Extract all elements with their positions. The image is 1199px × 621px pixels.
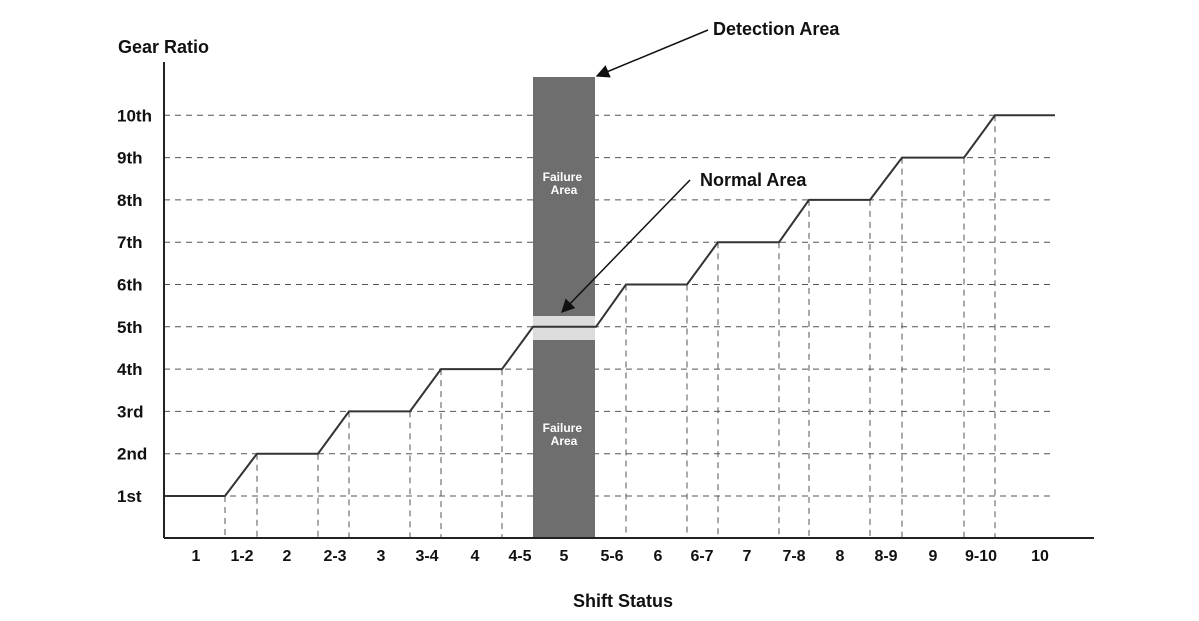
- y-tick-label: 4th: [117, 360, 143, 379]
- y-tick-label: 5th: [117, 318, 143, 337]
- normal-area-arrow: [561, 179, 691, 313]
- x-tick-label: 7-8: [782, 548, 805, 565]
- x-tick-label: 1-2: [230, 548, 253, 565]
- x-tick-label: 7: [743, 548, 752, 565]
- normal-area-label: Normal Area: [700, 170, 807, 190]
- x-tick-label: 4: [471, 548, 480, 565]
- x-tick-labels: 1 1-2 2 2-3 3 3-4 4 4-5 5 5-6 6 6-7 7 7-8 8 8-9 9 9-10 10: [192, 548, 1049, 565]
- detection-area-band: [533, 77, 595, 538]
- detection-area-arrow: [595, 29, 709, 78]
- y-tick-labels: 1st 2nd 3rd 4th 5th 6th 7th 8th 9th 10th: [117, 106, 152, 506]
- x-tick-label: 2: [283, 548, 292, 565]
- failure-area-upper-label: Failure Area: [543, 170, 586, 197]
- x-tick-label: 3: [377, 548, 386, 565]
- x-tick-label: 5: [560, 548, 569, 565]
- x-tick-label: 10: [1031, 548, 1049, 565]
- normal-area-band: [533, 316, 595, 340]
- x-tick-label: 8: [836, 548, 845, 565]
- x-tick-label: 9: [929, 548, 938, 565]
- failure-area-upper-line2: Area: [551, 183, 578, 197]
- y-tick-label: 10th: [117, 106, 152, 125]
- failure-area-upper-line1: Failure: [543, 170, 583, 184]
- y-axis-title: Gear Ratio: [118, 37, 209, 57]
- failure-area-lower-line2: Area: [551, 434, 578, 448]
- gear-ratio-line: [164, 114, 1055, 497]
- x-tick-label: 9-10: [965, 548, 997, 565]
- x-tick-label: 4-5: [508, 548, 531, 565]
- x-tick-label: 2-3: [323, 548, 346, 565]
- horizontal-gridlines: [164, 114, 1055, 497]
- x-tick-label: 6: [654, 548, 663, 565]
- y-tick-label: 3rd: [117, 402, 143, 421]
- x-tick-label: 3-4: [415, 548, 438, 565]
- failure-area-lower-line1: Failure: [543, 421, 583, 435]
- failure-area-lower-label: Failure Area: [543, 421, 586, 448]
- x-axis-title: Shift Status: [573, 591, 673, 611]
- y-tick-label: 7th: [117, 233, 143, 252]
- vertical-gridlines: [224, 115, 996, 538]
- y-tick-label: 8th: [117, 191, 143, 210]
- x-tick-label: 6-7: [690, 548, 713, 565]
- y-tick-label: 1st: [117, 487, 142, 506]
- x-tick-label: 1: [192, 548, 201, 565]
- y-tick-label: 9th: [117, 149, 143, 168]
- x-tick-label: 8-9: [874, 548, 897, 565]
- y-tick-label: 2nd: [117, 445, 147, 464]
- y-tick-label: 6th: [117, 276, 143, 295]
- detection-area-label: Detection Area: [713, 19, 840, 39]
- x-tick-label: 5-6: [600, 548, 623, 565]
